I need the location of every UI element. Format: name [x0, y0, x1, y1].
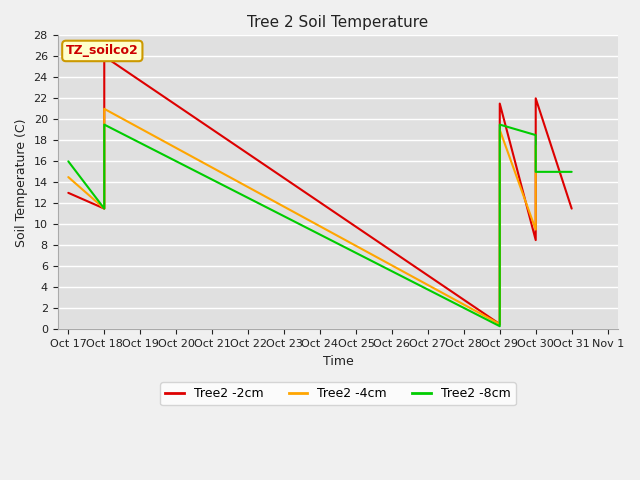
Tree2 -8cm — [568, 169, 575, 175]
Tree2 -4cm — [532, 227, 540, 232]
Title: Tree 2 Soil Temperature: Tree 2 Soil Temperature — [247, 15, 429, 30]
Tree2 -2cm — [100, 206, 108, 212]
Tree2 -2cm — [65, 190, 72, 196]
Tree2 -8cm — [100, 206, 108, 212]
Tree2 -2cm — [532, 96, 540, 101]
Tree2 -4cm — [496, 321, 504, 327]
Text: TZ_soilco2: TZ_soilco2 — [66, 45, 139, 58]
Tree2 -4cm — [100, 106, 108, 112]
Tree2 -8cm — [496, 324, 504, 329]
Tree2 -4cm — [65, 174, 72, 180]
Tree2 -8cm — [496, 122, 504, 128]
Tree2 -2cm — [568, 206, 575, 212]
Tree2 -8cm — [532, 169, 540, 175]
Tree2 -2cm — [100, 53, 108, 59]
Tree2 -4cm — [532, 143, 540, 148]
Tree2 -4cm — [496, 127, 504, 133]
Line: Tree2 -4cm: Tree2 -4cm — [68, 109, 536, 324]
Legend: Tree2 -2cm, Tree2 -4cm, Tree2 -8cm: Tree2 -2cm, Tree2 -4cm, Tree2 -8cm — [161, 383, 516, 406]
Tree2 -2cm — [496, 321, 504, 327]
Y-axis label: Soil Temperature (C): Soil Temperature (C) — [15, 118, 28, 247]
Tree2 -4cm — [100, 206, 108, 212]
Tree2 -8cm — [532, 132, 540, 138]
Tree2 -2cm — [532, 237, 540, 243]
Tree2 -2cm — [568, 206, 575, 212]
Tree2 -2cm — [496, 101, 504, 107]
Tree2 -8cm — [65, 158, 72, 164]
X-axis label: Time: Time — [323, 355, 353, 368]
Line: Tree2 -8cm: Tree2 -8cm — [68, 125, 572, 326]
Line: Tree2 -2cm: Tree2 -2cm — [68, 56, 572, 324]
Tree2 -8cm — [100, 122, 108, 128]
